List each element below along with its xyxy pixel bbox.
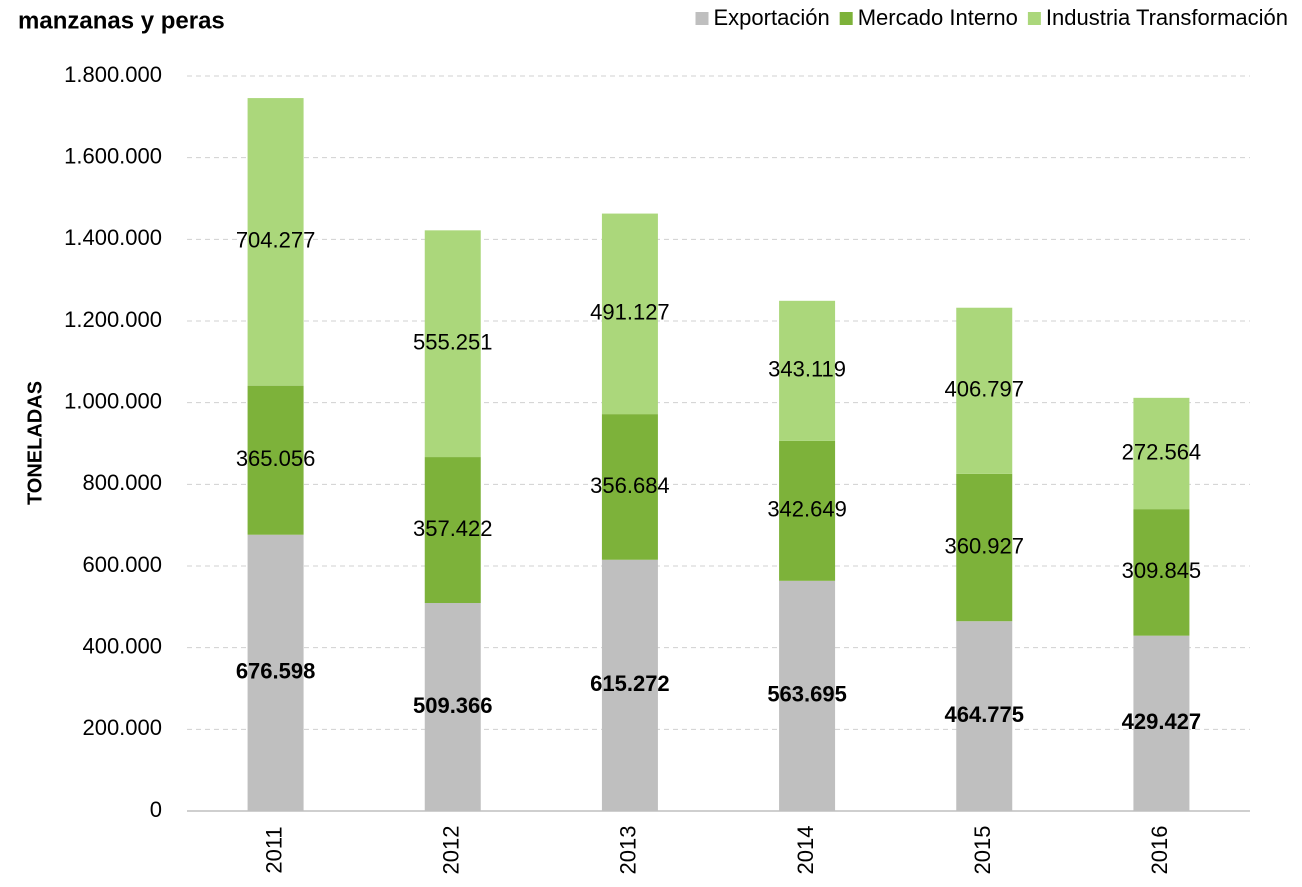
bar-segment xyxy=(601,559,658,811)
x-tick-label: 2012 xyxy=(439,826,464,875)
data-label: 356.684 xyxy=(590,473,670,498)
data-label: 555.251 xyxy=(413,330,493,355)
data-label: 357.422 xyxy=(413,516,493,541)
bar-segment xyxy=(247,98,304,386)
bar-segment xyxy=(779,300,836,441)
bar-segment xyxy=(1133,509,1190,636)
x-tick-label: 2014 xyxy=(793,826,818,875)
legend-label: Exportación xyxy=(714,5,830,30)
data-label: 360.927 xyxy=(944,533,1024,558)
bar-segment xyxy=(424,603,481,811)
y-axis-label: TONELADAS xyxy=(24,381,46,505)
legend-swatch xyxy=(695,12,709,25)
y-tick-label: 1.600.000 xyxy=(64,143,162,168)
bar-segment xyxy=(247,385,304,535)
y-tick-label: 1.400.000 xyxy=(64,225,162,250)
bar-segment xyxy=(779,580,836,811)
y-tick-label: 1.800.000 xyxy=(64,62,162,87)
data-label: 343.119 xyxy=(768,357,846,382)
data-label: 429.427 xyxy=(1122,709,1202,734)
bar-segment xyxy=(247,534,304,811)
data-label: 509.366 xyxy=(413,693,493,718)
data-label: 615.272 xyxy=(590,671,670,696)
data-label: 272.564 xyxy=(1122,439,1202,464)
chart-title: manzanas y peras xyxy=(18,7,225,34)
y-tick-label: 400.000 xyxy=(82,633,162,658)
data-label: 704.277 xyxy=(236,228,316,253)
bar-segment xyxy=(956,307,1013,474)
legend-swatch xyxy=(1027,12,1041,25)
bar-segment xyxy=(956,621,1013,811)
bar-segment xyxy=(1133,397,1190,510)
data-label: 365.056 xyxy=(236,446,316,471)
bar-segment xyxy=(1133,635,1190,811)
x-tick-label: 2013 xyxy=(616,826,641,875)
y-tick-label: 1.200.000 xyxy=(64,307,162,332)
bar-segment xyxy=(424,230,481,458)
y-tick-label: 600.000 xyxy=(82,552,162,577)
data-label: 342.649 xyxy=(767,497,847,522)
y-tick-label: 200.000 xyxy=(82,715,162,740)
bar-segment xyxy=(601,414,658,560)
bar-segment xyxy=(956,473,1013,622)
legend-swatch xyxy=(839,12,853,25)
data-label: 563.695 xyxy=(767,682,847,707)
data-label: 309.845 xyxy=(1122,558,1202,583)
data-label: 491.127 xyxy=(590,300,670,325)
y-tick-label: 0 xyxy=(150,797,162,822)
data-label: 464.775 xyxy=(944,702,1024,727)
x-tick-label: 2015 xyxy=(970,826,995,875)
data-label: 676.598 xyxy=(236,659,316,684)
x-tick-label: 2011 xyxy=(261,826,286,873)
bar-segment xyxy=(779,440,836,581)
bar-segment xyxy=(424,457,481,604)
data-label: 406.797 xyxy=(944,377,1024,402)
bar-segment xyxy=(601,213,658,415)
y-tick-label: 800.000 xyxy=(82,470,162,495)
legend-label: Mercado Interno xyxy=(858,5,1018,30)
x-tick-label: 2016 xyxy=(1147,826,1172,875)
legend-label: Industria Transformación xyxy=(1046,5,1288,30)
y-tick-label: 1.000.000 xyxy=(64,388,162,413)
